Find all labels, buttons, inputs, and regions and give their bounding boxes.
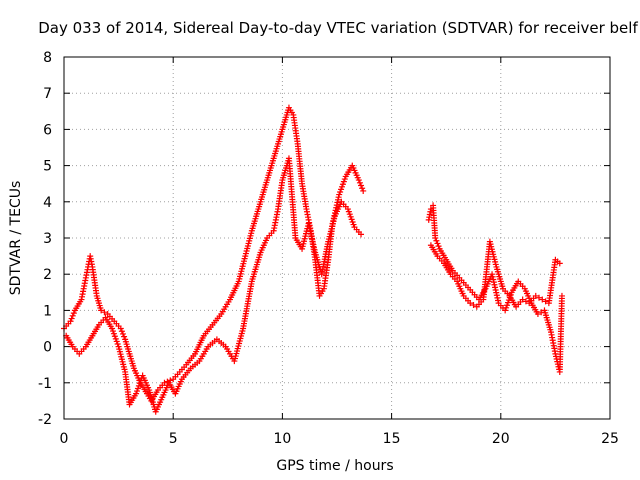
plot-frame — [63, 56, 611, 420]
chart-title: Day 033 of 2014, Sidereal Day-to-day VTE… — [38, 19, 638, 37]
y-tick-label: 0 — [43, 340, 52, 356]
data-point-marker — [467, 300, 474, 307]
x-axis-title: GPS time / hours — [276, 458, 393, 474]
data-point-marker — [355, 177, 362, 184]
data-points — [61, 104, 565, 415]
data-point-marker — [118, 328, 125, 335]
y-tick-label: 5 — [43, 159, 52, 175]
y-tick-label: 3 — [43, 231, 52, 247]
data-point-marker — [432, 235, 439, 241]
y-tick-label: 8 — [43, 50, 52, 66]
data-point-marker — [101, 309, 108, 316]
data-point-marker — [532, 292, 539, 299]
data-point-marker — [434, 240, 441, 247]
data-point-marker — [70, 310, 77, 317]
x-tick-label: 25 — [601, 431, 619, 447]
y-tick-label: -2 — [38, 412, 52, 428]
y-tick-label: 7 — [43, 86, 52, 102]
y-axis-title: SDTVAR / TECUs — [8, 181, 24, 296]
data-point-marker — [556, 260, 563, 267]
data-point-marker — [356, 179, 363, 186]
data-point-marker — [117, 325, 124, 332]
data-point-marker — [67, 318, 74, 325]
data-point-marker — [558, 292, 565, 299]
y-tick-label: 6 — [43, 122, 52, 138]
data-point-marker — [435, 243, 442, 250]
data-point-marker — [358, 231, 365, 238]
data-point-marker — [98, 307, 105, 314]
data-point-marker — [69, 312, 76, 319]
data-point-marker — [538, 309, 545, 316]
data-point-marker — [534, 311, 541, 318]
data-point-marker — [470, 301, 477, 308]
data-point-marker — [542, 298, 549, 305]
data-point-marker — [121, 333, 128, 340]
data-point-marker — [68, 315, 75, 322]
x-tick-label: 20 — [492, 431, 510, 447]
x-tick-label: 0 — [60, 431, 69, 447]
data-point-marker — [360, 187, 367, 194]
data-point-marker — [433, 237, 440, 244]
y-tick-label: 2 — [43, 267, 52, 283]
data-point-marker — [539, 296, 546, 303]
y-tick-label: 1 — [43, 303, 52, 319]
data-point-marker — [536, 294, 543, 301]
y-tick-label: -1 — [38, 376, 52, 392]
data-point-marker — [119, 330, 126, 337]
y-tick-label: 4 — [43, 195, 52, 211]
data-point-marker — [359, 185, 366, 192]
x-tick-label: 10 — [273, 431, 291, 447]
x-tick-label: 5 — [169, 431, 178, 447]
data-point-marker — [358, 182, 365, 189]
data-point-marker — [522, 298, 529, 305]
x-tick-label: 15 — [383, 431, 401, 447]
data-point-marker — [519, 296, 526, 303]
